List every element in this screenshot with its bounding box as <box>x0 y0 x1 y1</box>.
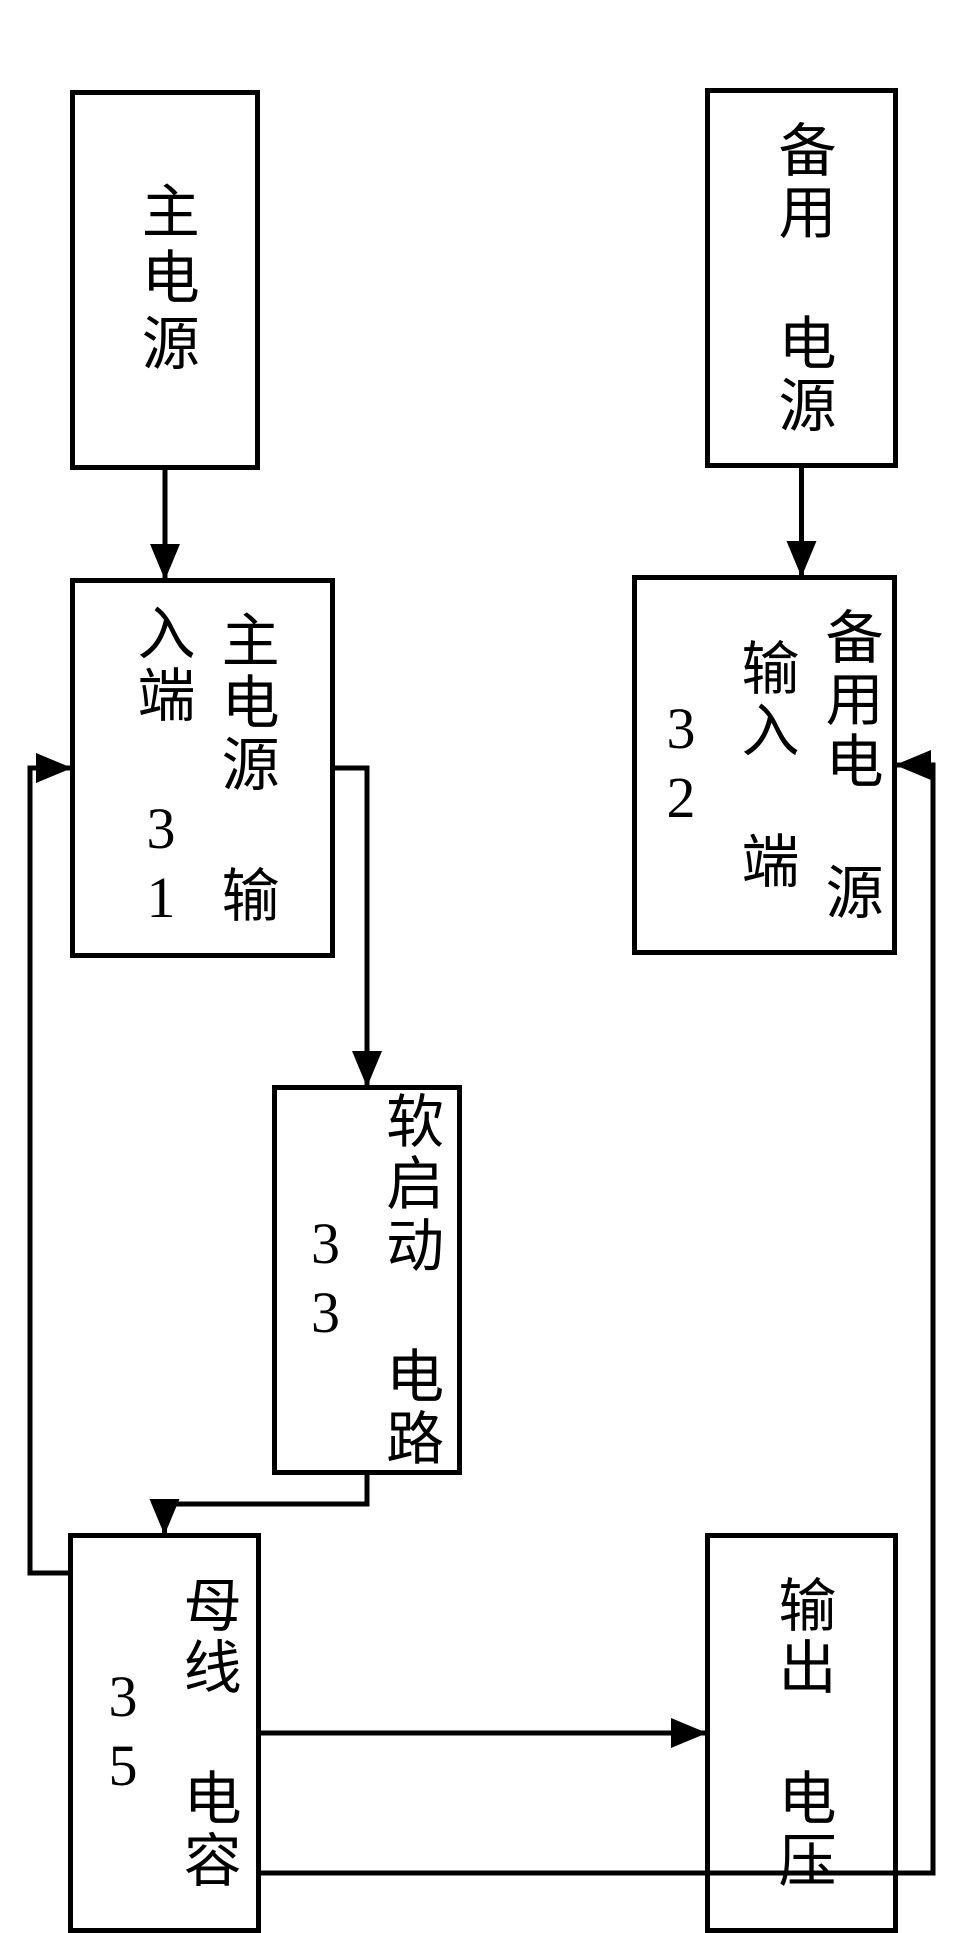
edge-softstart-buscap <box>165 1475 368 1533</box>
node-main-power: 主电源 <box>70 90 260 470</box>
node-backup-power-label: 备用 电源 <box>759 120 843 437</box>
node-main-input-label: 主电源 输入端 31 <box>118 583 286 953</box>
node-output-label: 输出 电压 <box>759 1575 843 1892</box>
node-main-input: 主电源 输入端 31 <box>70 578 335 958</box>
edge-buscap-maininput-feedback <box>30 768 70 1573</box>
node-backup-power: 备用 电源 <box>705 88 898 468</box>
node-bus-cap-label: 母线 电容35 <box>80 1538 248 1928</box>
node-output: 输出 电压 <box>705 1533 898 1933</box>
edge-maininput-softstart <box>335 768 367 1085</box>
node-bus-cap: 母线 电容35 <box>68 1533 261 1933</box>
node-soft-start-label: 软启动 电路33 <box>283 1090 451 1470</box>
node-soft-start: 软启动 电路33 <box>272 1085 462 1475</box>
node-backup-input: 备用电 源输入 端32 <box>632 575 897 955</box>
node-backup-input-label: 备用电 源输入 端32 <box>638 580 890 950</box>
node-main-power-label: 主电源 <box>127 181 202 379</box>
